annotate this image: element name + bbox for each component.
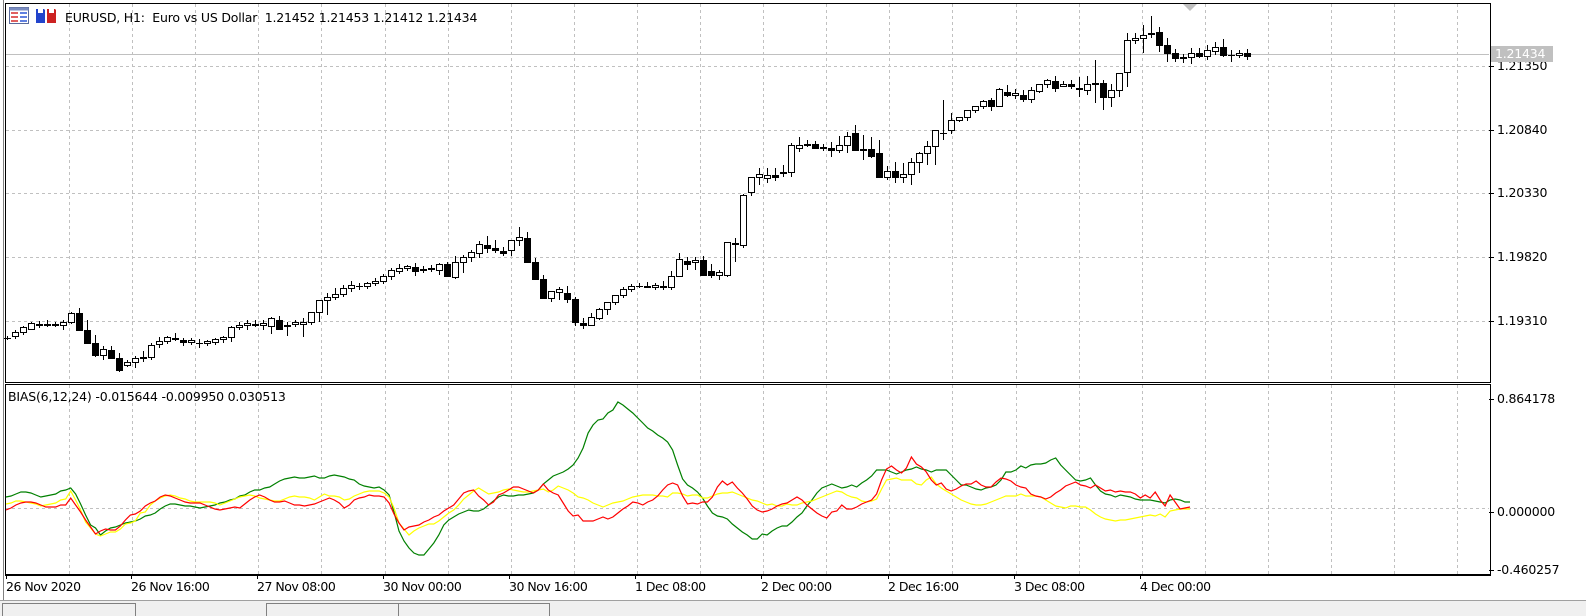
chart-window-icon[interactable] (9, 7, 29, 24)
time-tick-label: 3 Dec 08:00 (1014, 579, 1085, 594)
chart-tab[interactable] (2, 603, 136, 616)
time-tick-label: 2 Dec 16:00 (888, 579, 959, 594)
time-tick-label: 2 Dec 00:00 (761, 579, 832, 594)
window-border (0, 0, 4, 606)
time-tick-label: 26 Nov 16:00 (131, 579, 210, 594)
current-price-label: 1.21434 (1491, 46, 1553, 62)
price-tick-label: 1.19820 (1497, 249, 1548, 264)
indicator-tick-label: -0.460257 (1497, 562, 1560, 577)
chart-tab[interactable] (398, 603, 550, 616)
save-chart-icon[interactable] (35, 7, 57, 24)
price-tick-label: 1.19310 (1497, 313, 1548, 328)
indicator-title: BIAS(6,12,24) -0.015644 -0.009950 0.0305… (8, 389, 286, 404)
time-tick-label: 27 Nov 08:00 (257, 579, 336, 594)
chart-tabs-bar (0, 600, 1586, 616)
time-tick-label: 26 Nov 2020 (6, 579, 81, 594)
time-tick-label: 1 Dec 08:00 (635, 579, 706, 594)
time-tick-label: 4 Dec 00:00 (1140, 579, 1211, 594)
price-tick-label: 1.20330 (1497, 185, 1548, 200)
price-tick-label: 1.20840 (1497, 122, 1548, 137)
time-tick-label: 30 Nov 16:00 (509, 579, 588, 594)
chart-title: EURUSD, H1: Euro vs US Dollar 1.21452 1.… (65, 10, 478, 25)
chart-tab[interactable] (266, 603, 400, 616)
indicator-tick-label: 0.000000 (1497, 504, 1556, 519)
indicator-tick-label: 0.864178 (1497, 391, 1556, 406)
main-chart-pane[interactable] (5, 3, 1491, 383)
indicator-pane[interactable] (5, 384, 1491, 576)
time-tick-label: 30 Nov 00:00 (383, 579, 462, 594)
